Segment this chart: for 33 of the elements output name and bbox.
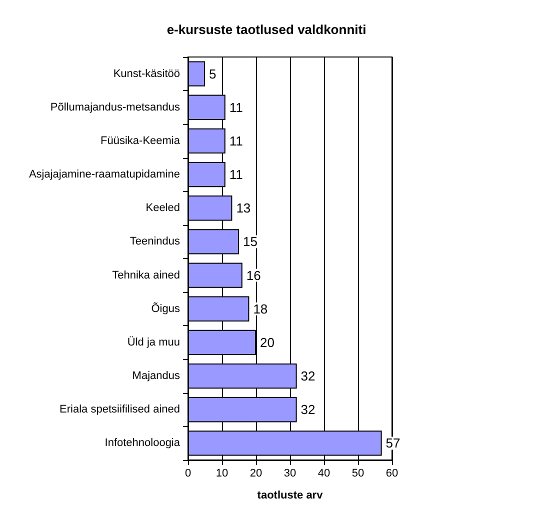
data-label: 11 [229,133,243,148]
y-tick-label: Keeled [146,202,180,214]
data-label: 18 [253,301,268,316]
x-tick-label: 0 [184,468,192,480]
x-tick-label: 10 [216,468,228,480]
data-label: 13 [236,200,251,216]
data-label: 5 [209,66,216,82]
y-tick-label: Asjajajamine-raamatupidamine [28,168,180,181]
y-tick-label: Põllumajandus-metsandus [50,101,180,114]
data-label: 11 [229,100,243,115]
data-label: 32 [300,368,316,384]
y-tick-label: Kunst-käsitöö [113,68,180,80]
x-tick-label: 30 [284,468,296,480]
y-tick-label: Füüsika-Keemia [100,134,181,147]
y-tick-label: Eriala spetsiifilised ained [60,404,180,416]
y-tick-label: Teenindus [130,236,180,248]
y-tick-label: Tehnika ained [112,269,180,282]
data-label: 16 [246,268,261,283]
data-label: 20 [260,334,274,350]
x-tick-label: 60 [386,468,398,480]
x-tick-label: 20 [250,468,262,480]
data-label: 57 [386,436,400,451]
x-axis-title: taotluste arv [257,490,324,502]
chart-title: e-kursuste taotlused valdkonniti [166,22,366,37]
data-label: 11 [229,167,243,182]
data-label: 15 [243,234,258,250]
y-tick-label: Õigus [151,302,180,315]
x-tick-label: 50 [352,468,364,480]
x-tick-label: 40 [318,468,330,480]
y-tick-label: Majandus [132,370,180,382]
y-tick-label: Infotehnoloogia [104,437,181,450]
data-label: 32 [300,402,316,418]
y-tick-label: Üld ja muu [127,335,180,348]
